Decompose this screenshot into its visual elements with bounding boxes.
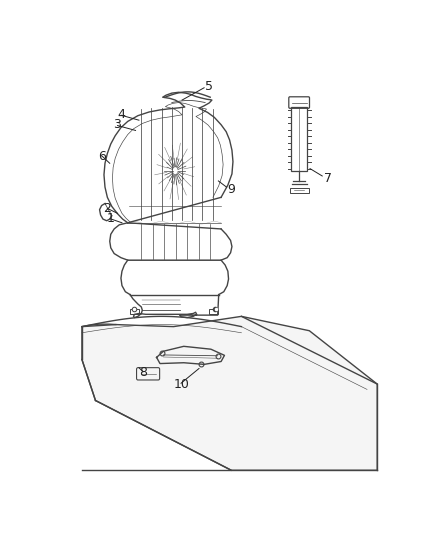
Text: 7: 7	[324, 172, 332, 184]
Text: 4: 4	[117, 108, 125, 121]
Bar	[291, 107, 307, 171]
Text: 6: 6	[98, 150, 106, 163]
Bar	[209, 309, 218, 314]
Polygon shape	[82, 317, 377, 470]
Text: 8: 8	[139, 366, 147, 379]
Text: 1: 1	[106, 212, 114, 225]
Bar	[290, 188, 309, 193]
Text: 9: 9	[227, 183, 235, 196]
Text: 2: 2	[103, 202, 111, 215]
Text: 3: 3	[113, 118, 121, 131]
Text: 5: 5	[205, 80, 213, 93]
Text: 10: 10	[173, 378, 189, 391]
Bar	[130, 309, 138, 314]
